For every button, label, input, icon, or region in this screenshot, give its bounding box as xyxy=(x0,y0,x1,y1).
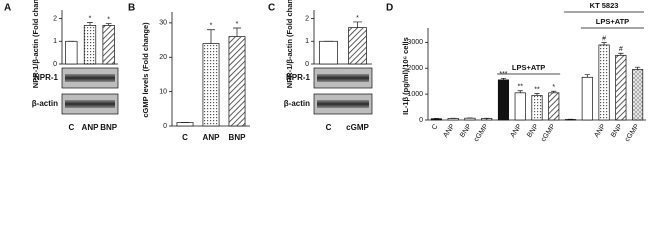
x-tick-label: cGMP xyxy=(473,123,490,143)
blot-band xyxy=(65,100,115,108)
error-bar xyxy=(500,77,507,80)
bar xyxy=(514,92,526,121)
error-bar xyxy=(232,27,242,37)
x-tick-label: BNP xyxy=(610,123,624,139)
bar xyxy=(581,76,593,121)
x-tick-label: BNP xyxy=(459,123,473,139)
x-tick-label: ANP xyxy=(203,133,221,142)
bar xyxy=(65,40,78,65)
bar xyxy=(548,92,560,121)
panel-label: B xyxy=(128,3,135,14)
group-label: LPS+ATP xyxy=(512,63,545,72)
significance-marker: * xyxy=(210,23,213,30)
significance-marker: * xyxy=(552,84,555,91)
panel-label: A xyxy=(4,3,11,14)
significance-marker: * xyxy=(89,15,92,22)
error-bar xyxy=(206,29,216,44)
x-tick-label: BNP xyxy=(100,123,118,132)
x-tick-label: ANP xyxy=(509,123,523,139)
blot-label: β-actin xyxy=(284,99,310,108)
bar xyxy=(348,27,367,65)
significance-marker: * xyxy=(236,21,239,28)
bar xyxy=(598,44,610,121)
significance-marker: # xyxy=(602,35,606,42)
y-tick-label: 2 xyxy=(53,15,57,22)
error-bar xyxy=(517,90,523,93)
x-tick-label: C xyxy=(431,123,440,131)
error-bar xyxy=(584,74,590,78)
bar xyxy=(83,25,97,65)
figure: A NPR-1/β-actin (Fold change) 012C*ANP*BNP… xyxy=(4,0,646,143)
y-tick-label: 1 xyxy=(305,38,309,45)
bar xyxy=(430,118,442,121)
y-axis-label: cGMP levels (Fold change) xyxy=(141,22,150,118)
blot-label: β-actin xyxy=(32,99,58,108)
x-tick-label: C xyxy=(68,123,74,132)
error-bar xyxy=(635,66,641,70)
blot-band xyxy=(317,100,369,108)
bar xyxy=(464,117,476,121)
bar xyxy=(497,79,510,121)
error-bar xyxy=(87,22,93,26)
bar xyxy=(632,69,644,121)
significance-marker: ** xyxy=(534,86,540,93)
bar xyxy=(447,118,459,121)
y-tick-label: 1 xyxy=(53,38,57,45)
y-axis-label: NPR-1/β-actin (Fold change) xyxy=(31,0,40,88)
error-bar xyxy=(601,42,607,45)
y-tick-label: 3000 xyxy=(407,39,423,46)
error-bar xyxy=(105,23,112,26)
panel-label: C xyxy=(268,3,275,14)
group-label: LPS+ATP xyxy=(596,17,629,26)
x-tick-label: cGMP xyxy=(540,123,557,143)
blot-band xyxy=(317,74,369,82)
bar xyxy=(531,95,543,121)
bar xyxy=(176,122,194,127)
x-tick-label: ANP xyxy=(442,123,456,139)
y-tick-label: 0 xyxy=(419,117,423,124)
x-tick-label: C xyxy=(326,123,332,132)
x-tick-label: cGMP xyxy=(624,123,641,143)
error-bar xyxy=(353,21,362,28)
bar xyxy=(228,36,246,127)
y-axis-label: IL-1β (pg/ml)/10⁶ cells xyxy=(401,37,410,115)
y-tick-label: 2000 xyxy=(407,65,423,72)
y-tick-label: 0 xyxy=(163,123,167,130)
bar xyxy=(102,25,115,65)
bar xyxy=(319,40,338,65)
blot-label: NPR-1 xyxy=(34,73,59,82)
blot-label: NPR-1 xyxy=(286,73,311,82)
error-bar xyxy=(618,52,624,56)
y-axis-label: NPR-1/β-actin (Fold change) xyxy=(285,0,294,88)
group-label: KT 5823 xyxy=(590,1,619,10)
significance-marker: # xyxy=(619,46,623,53)
y-tick-label: 0 xyxy=(53,61,57,68)
significance-marker: *** xyxy=(499,71,507,78)
error-bar xyxy=(551,90,557,93)
x-tick-label: cGMP xyxy=(346,123,369,132)
x-tick-label: BNP xyxy=(526,123,540,139)
error-bar xyxy=(534,93,540,96)
y-tick-label: 0 xyxy=(305,61,309,68)
y-tick-label: 2 xyxy=(305,15,309,22)
bar xyxy=(202,43,220,127)
significance-marker: * xyxy=(107,16,110,23)
panel-label: D xyxy=(386,3,393,14)
x-tick-label: C xyxy=(182,133,188,142)
significance-marker: * xyxy=(356,15,359,22)
x-tick-label: BNP xyxy=(229,133,247,142)
significance-marker: ** xyxy=(518,84,524,91)
bar xyxy=(615,54,627,121)
y-tick-label: 1000 xyxy=(407,91,423,98)
blot-band xyxy=(65,74,115,82)
y-tick-label: 30 xyxy=(159,20,167,27)
y-tick-label: 20 xyxy=(159,54,167,61)
y-tick-label: 10 xyxy=(159,88,167,95)
x-tick-label: ANP xyxy=(82,123,100,132)
x-tick-label: ANP xyxy=(593,123,607,139)
bar xyxy=(481,118,493,121)
